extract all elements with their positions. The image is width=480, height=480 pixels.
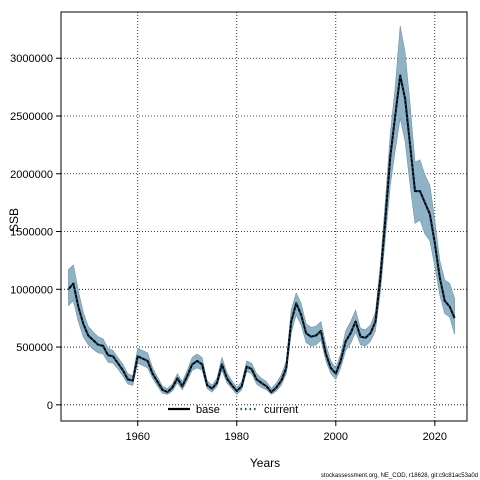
y-tick-label: 2500000 [10, 111, 53, 123]
x-tick-label: 2000 [324, 431, 348, 443]
x-axis-ticks: 1960 1980 2000 2020 [126, 421, 447, 443]
y-tick-label: 3000000 [10, 53, 53, 65]
legend-label-base: base [196, 404, 220, 416]
x-tick-label: 1980 [225, 431, 249, 443]
confidence-band [68, 25, 455, 395]
legend-label-current: current [264, 404, 298, 416]
y-axis-ticks: 0 500000 1000000 1500000 2000000 2500000 30000… [10, 53, 61, 412]
y-tick-label: 1500000 [10, 227, 53, 239]
legend: base current [168, 404, 298, 416]
x-axis-title: Years [250, 456, 280, 470]
grid-lines [61, 12, 467, 421]
x-tick-label: 1960 [126, 431, 150, 443]
y-tick-label: 500000 [16, 342, 53, 354]
plot-frame [60, 11, 468, 422]
y-tick-label: 0 [47, 400, 53, 412]
y-tick-label: 1000000 [10, 284, 53, 296]
series-line-base [67, 74, 456, 394]
y-tick-label: 2000000 [10, 169, 53, 181]
footnote: stockassessment.org, NE_COD, r18628, git… [321, 473, 478, 479]
y-axis-title: SSB [7, 208, 21, 232]
x-tick-label: 2020 [423, 431, 447, 443]
